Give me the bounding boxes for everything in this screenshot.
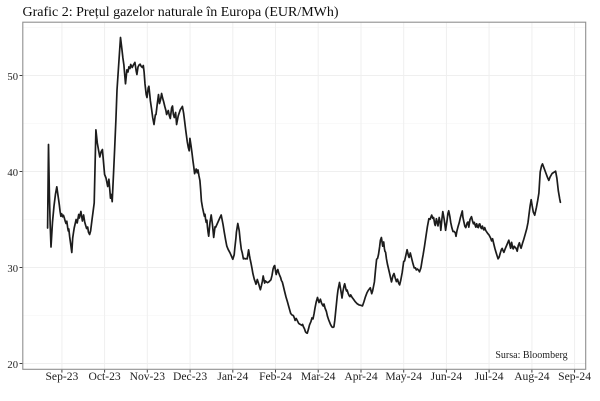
svg-text:Jul-24: Jul-24 (475, 370, 504, 383)
svg-text:50: 50 (7, 72, 18, 83)
svg-text:Aug-24: Aug-24 (514, 370, 550, 383)
svg-text:30: 30 (7, 264, 18, 275)
svg-text:Mar-24: Mar-24 (301, 370, 336, 383)
svg-text:Jun-24: Jun-24 (431, 370, 463, 383)
svg-text:Sep-23: Sep-23 (45, 370, 78, 383)
svg-text:May-24: May-24 (385, 370, 422, 383)
svg-text:Sep-24: Sep-24 (558, 370, 591, 383)
svg-text:20: 20 (7, 360, 18, 371)
svg-text:Oct-23: Oct-23 (88, 370, 120, 383)
svg-text:Apr-24: Apr-24 (344, 370, 377, 383)
svg-text:40: 40 (7, 168, 18, 179)
svg-text:Dec-23: Dec-23 (173, 370, 207, 383)
svg-text:Feb-24: Feb-24 (259, 370, 292, 383)
svg-text:Jan-24: Jan-24 (217, 370, 248, 383)
svg-text:Sursa: Bloomberg: Sursa: Bloomberg (495, 350, 567, 361)
svg-text:Nov-23: Nov-23 (130, 370, 166, 383)
